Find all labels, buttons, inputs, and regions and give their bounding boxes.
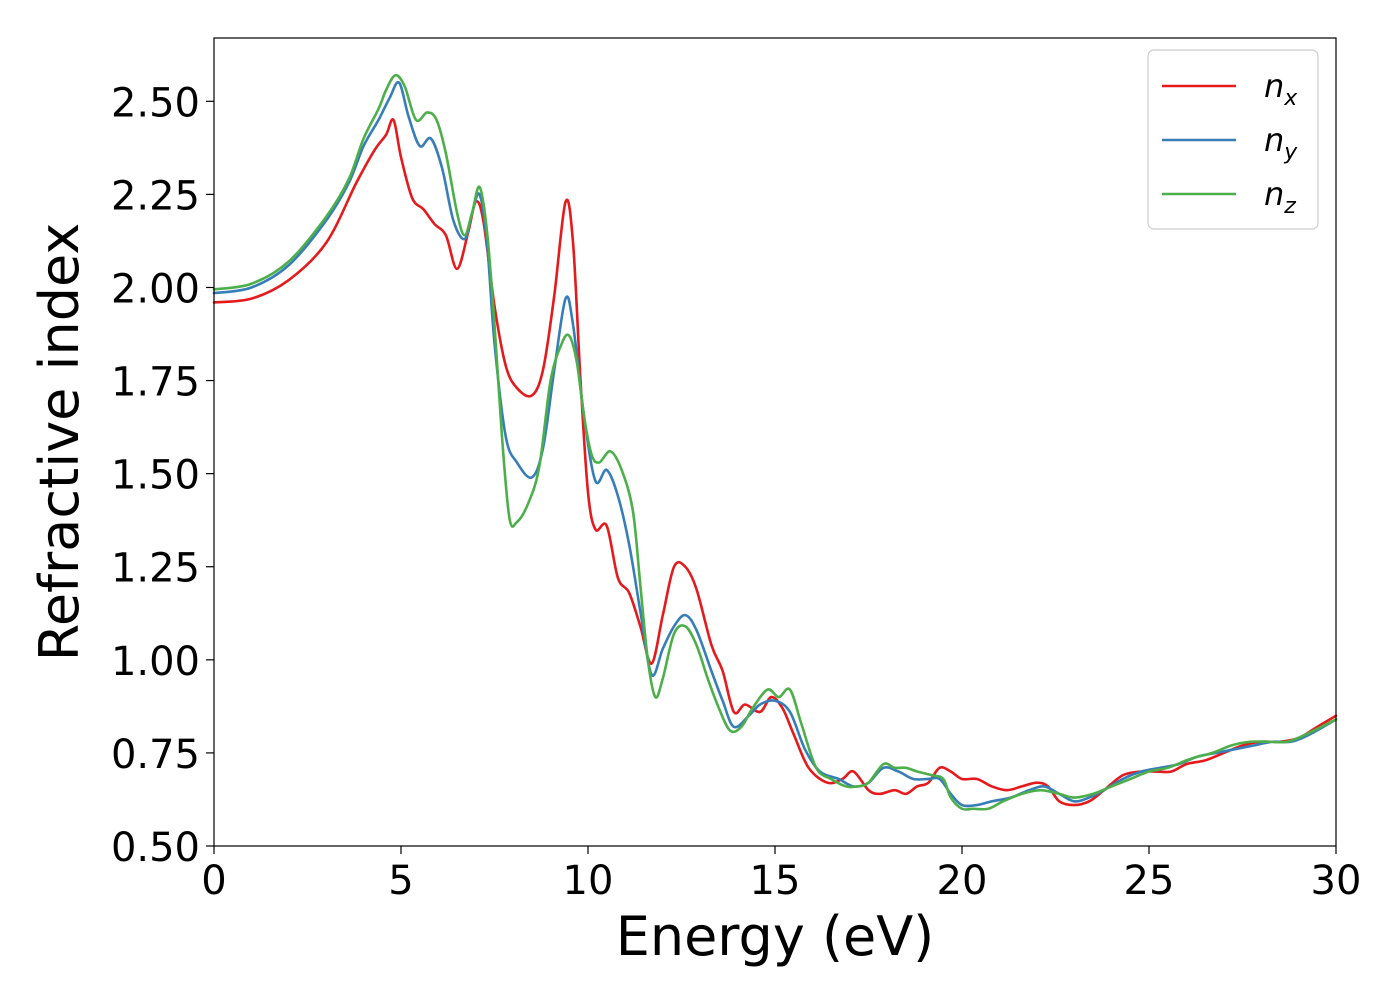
y-tick-label: 0.50 <box>111 825 200 871</box>
series-line-x <box>212 117 1338 807</box>
y-axis-ticks: 0.50 0.75 1.00 1.25 1.50 1.75 2.00 2.25 2.50 <box>111 80 214 871</box>
legend-label-z: nz <box>1264 175 1296 219</box>
y-tick-label: 2.00 <box>111 266 200 312</box>
x-tick-label: 10 <box>563 858 614 904</box>
legend: nx ny nz <box>1147 49 1319 230</box>
x-tick-label: 0 <box>201 858 226 904</box>
y-tick-label: 1.50 <box>111 453 200 499</box>
y-tick-label: 0.75 <box>111 732 200 778</box>
x-tick-label: 5 <box>388 858 413 904</box>
x-axis-ticks: 0 5 10 15 20 25 30 <box>201 846 1361 904</box>
series-line-z <box>212 73 1338 811</box>
x-tick-label: 25 <box>1124 858 1175 904</box>
x-tick-label: 15 <box>750 858 801 904</box>
y-tick-label: 1.25 <box>111 546 200 592</box>
x-tick-label: 20 <box>937 858 988 904</box>
y-tick-label: 1.75 <box>111 360 200 406</box>
x-tick-label: 30 <box>1311 858 1362 904</box>
legend-label-y: ny <box>1264 121 1298 165</box>
series-layer <box>212 73 1338 811</box>
y-tick-label: 2.25 <box>111 173 200 219</box>
y-tick-label: 1.00 <box>111 639 200 685</box>
x-axis-label: Energy (eV) <box>616 905 935 968</box>
y-axis-label: Refractive index <box>28 223 91 662</box>
y-tick-label: 2.50 <box>111 80 200 126</box>
series-line-y <box>212 80 1338 808</box>
legend-label-x: nx <box>1264 67 1298 111</box>
